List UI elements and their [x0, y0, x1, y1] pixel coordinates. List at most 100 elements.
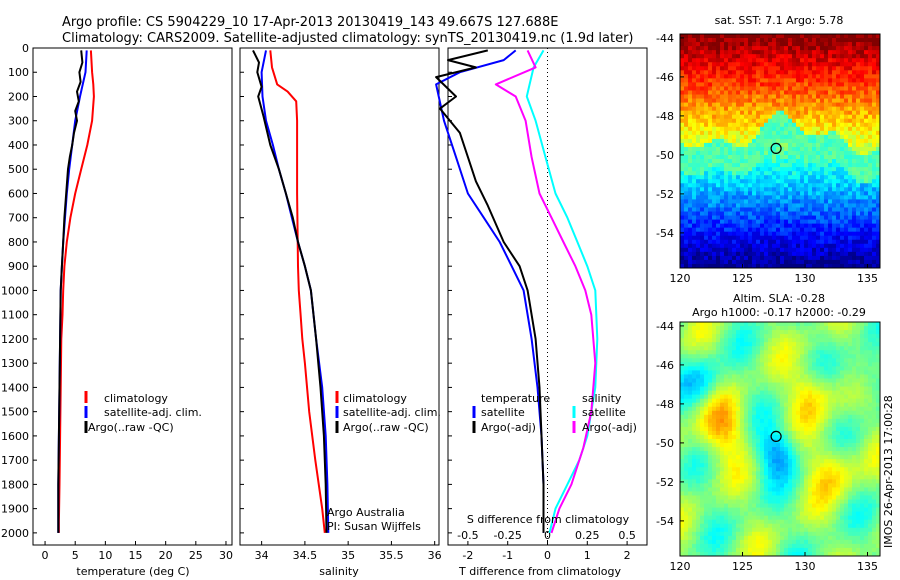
map-cell [824, 398, 829, 404]
map-cell [680, 451, 685, 456]
map-cell [844, 439, 849, 444]
map-cell [836, 467, 841, 472]
map-cell [872, 447, 877, 452]
map-cell [824, 243, 829, 249]
map-cell [828, 122, 833, 128]
map-cell [836, 443, 841, 448]
map-cell [756, 70, 761, 75]
map-cell [724, 106, 729, 112]
map-cell [724, 142, 729, 148]
map-cell [760, 366, 765, 371]
map-cell [852, 350, 857, 355]
map-cell [756, 322, 761, 327]
map-cell [704, 398, 709, 404]
map-cell [768, 219, 773, 225]
map-cell [788, 463, 793, 468]
map-cell [800, 159, 805, 164]
map-cell [724, 263, 729, 269]
map-cell [680, 439, 685, 444]
map-cell [748, 163, 753, 168]
map-cell [684, 50, 689, 55]
map-cell [728, 410, 733, 416]
map-cell [876, 443, 881, 448]
map-cell [876, 175, 881, 180]
map-cell [788, 122, 793, 128]
map-cell [856, 62, 861, 67]
map-cell [760, 102, 765, 108]
map-cell [720, 322, 725, 327]
map-cell [792, 46, 797, 51]
map-cell [868, 322, 873, 327]
map-cell [784, 374, 789, 379]
map-cell [864, 54, 869, 59]
map-cell [680, 215, 685, 220]
map-cell [700, 223, 705, 229]
map-cell [700, 195, 705, 200]
map-cell [768, 34, 773, 39]
map-cell [760, 191, 765, 196]
map-cell [696, 219, 701, 225]
map-cell [836, 54, 841, 59]
map-cell [732, 163, 737, 168]
map-cell [708, 231, 713, 237]
map-cell [864, 42, 869, 47]
map-cell [872, 350, 877, 355]
map-cell [848, 239, 853, 245]
map-cell [744, 42, 749, 47]
map-cell [748, 110, 753, 116]
map-cell [780, 203, 785, 208]
map-cell [828, 378, 833, 383]
map-cell [780, 342, 785, 347]
map-cell [752, 330, 757, 335]
map-cell [684, 402, 689, 408]
map-cell [788, 342, 793, 347]
map-cell [704, 66, 709, 71]
map-cell [684, 322, 689, 327]
map-cell [740, 398, 745, 404]
map-cell [724, 110, 729, 116]
map-cell [700, 443, 705, 448]
map-cell [764, 118, 769, 124]
map-cell [868, 183, 873, 188]
map-cell [852, 142, 857, 148]
map-cell [816, 326, 821, 331]
map-cell [680, 78, 685, 83]
map-cell [752, 443, 757, 448]
map-cell [748, 82, 753, 87]
map-cell [780, 130, 785, 136]
map-cell [796, 455, 801, 460]
map-cell [712, 167, 717, 172]
map-cell [780, 151, 785, 156]
map-cell [712, 434, 717, 440]
map-cell [772, 414, 777, 420]
map-cell [680, 126, 685, 132]
map-cell [780, 443, 785, 448]
map-cell [788, 114, 793, 120]
map-cell [852, 243, 857, 249]
map-cell [684, 183, 689, 188]
map-cell [684, 398, 689, 404]
map-cell [820, 42, 825, 47]
map-cell [732, 155, 737, 160]
map-cell [736, 394, 741, 400]
map-cell [820, 191, 825, 196]
map-cell [804, 94, 809, 99]
map-cell [792, 370, 797, 375]
map-cell [868, 187, 873, 192]
map-cell [868, 138, 873, 144]
map-cell [836, 330, 841, 335]
map-cell [764, 231, 769, 237]
map-cell [824, 171, 829, 176]
map-cell [756, 227, 761, 233]
map-cell [800, 118, 805, 124]
map-cell [696, 467, 701, 472]
map-cell [812, 215, 817, 220]
map-cell [740, 122, 745, 128]
map-cell [848, 334, 853, 339]
map-cell [696, 66, 701, 71]
map-cell [832, 467, 837, 472]
map-cell [832, 199, 837, 204]
map-cell [800, 350, 805, 355]
map-cell [756, 471, 761, 476]
map-cell [840, 346, 845, 351]
